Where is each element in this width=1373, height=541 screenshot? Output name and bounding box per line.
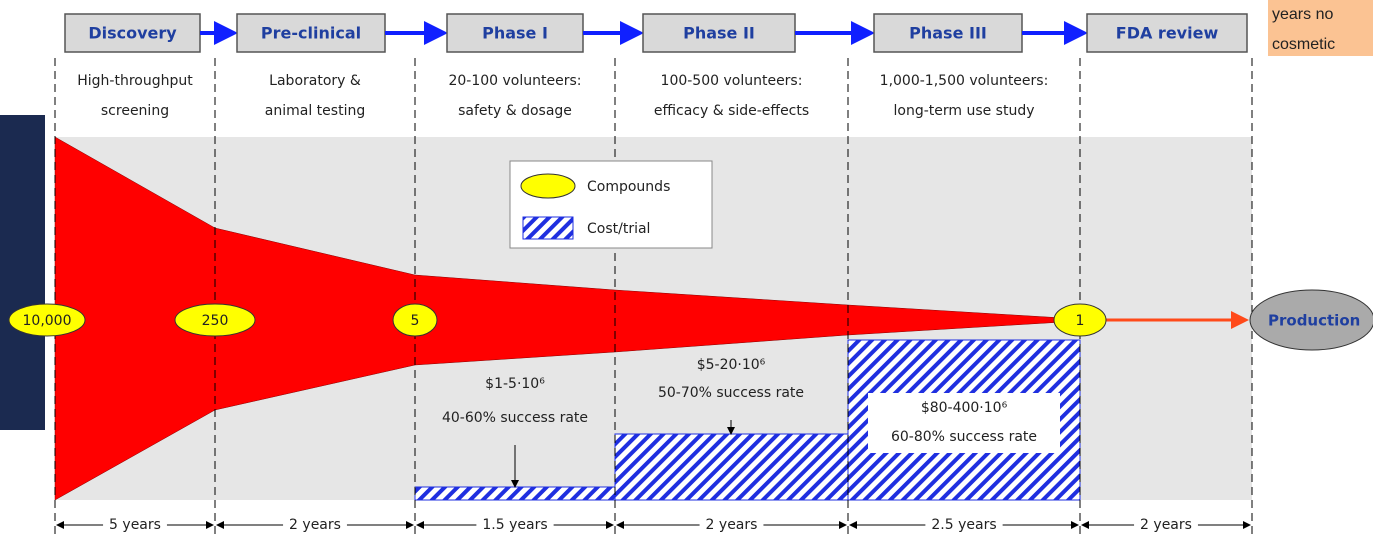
phase-duration: 2.5 years [931,517,996,533]
phase-duration: 1.5 years [482,517,547,533]
phase-duration: 5 years [109,517,161,533]
cost-bar [415,487,615,500]
success-rate: 50-70% success rate [658,385,804,401]
phase-description: long-term use study [893,103,1034,119]
success-rate: 40-60% success rate [442,410,588,426]
phase-name: Discovery [88,24,177,43]
phase-description: screening [101,103,169,119]
legend-label: Compounds [587,179,670,195]
cost-value: $5-20·10⁶ [697,357,766,373]
diagram: years no cosmetic Discovery High-throughp… [0,0,1373,537]
phase-description: Laboratory & [269,73,361,89]
production-label: Production [1268,312,1360,330]
page: years no cosmetic Discovery High-throughp… [0,0,1373,537]
phase-description: 100-500 volunteers: [661,73,803,89]
compound-count: 5 [411,313,420,329]
phase-duration: 2 years [706,517,758,533]
compound-count: 10,000 [23,313,72,329]
phase-name: Phase I [482,24,548,43]
cost-value: $80-400·10⁶ [921,400,1008,416]
phase-name: FDA review [1116,24,1219,43]
compound-count: 250 [202,313,229,329]
legend-label: Cost/trial [587,221,650,237]
phase-name: Pre-clinical [261,24,361,43]
phase-description: safety & dosage [458,103,572,119]
phase-duration: 2 years [289,517,341,533]
legend-ellipse [521,174,575,198]
note-text: years no [1272,6,1333,23]
legend-hatch [523,217,573,239]
phase-name: Phase II [683,24,755,43]
phase-description: High-throughput [77,73,193,89]
note-text: cosmetic [1272,36,1335,53]
cost-bar [615,434,848,500]
photo-fragment [0,115,45,430]
success-rate: 60-80% success rate [891,429,1037,445]
cost-value: $1-5·10⁶ [485,376,545,392]
phase-description: efficacy & side-effects [654,103,809,119]
phase-description: 1,000-1,500 volunteers: [880,73,1049,89]
phase-name: Phase III [909,24,987,43]
compound-count: 1 [1076,313,1085,329]
phase-duration: 2 years [1140,517,1192,533]
phase-description: 20-100 volunteers: [448,73,581,89]
phase-description: animal testing [265,103,365,119]
legend: Compounds Cost/trial [510,161,712,248]
